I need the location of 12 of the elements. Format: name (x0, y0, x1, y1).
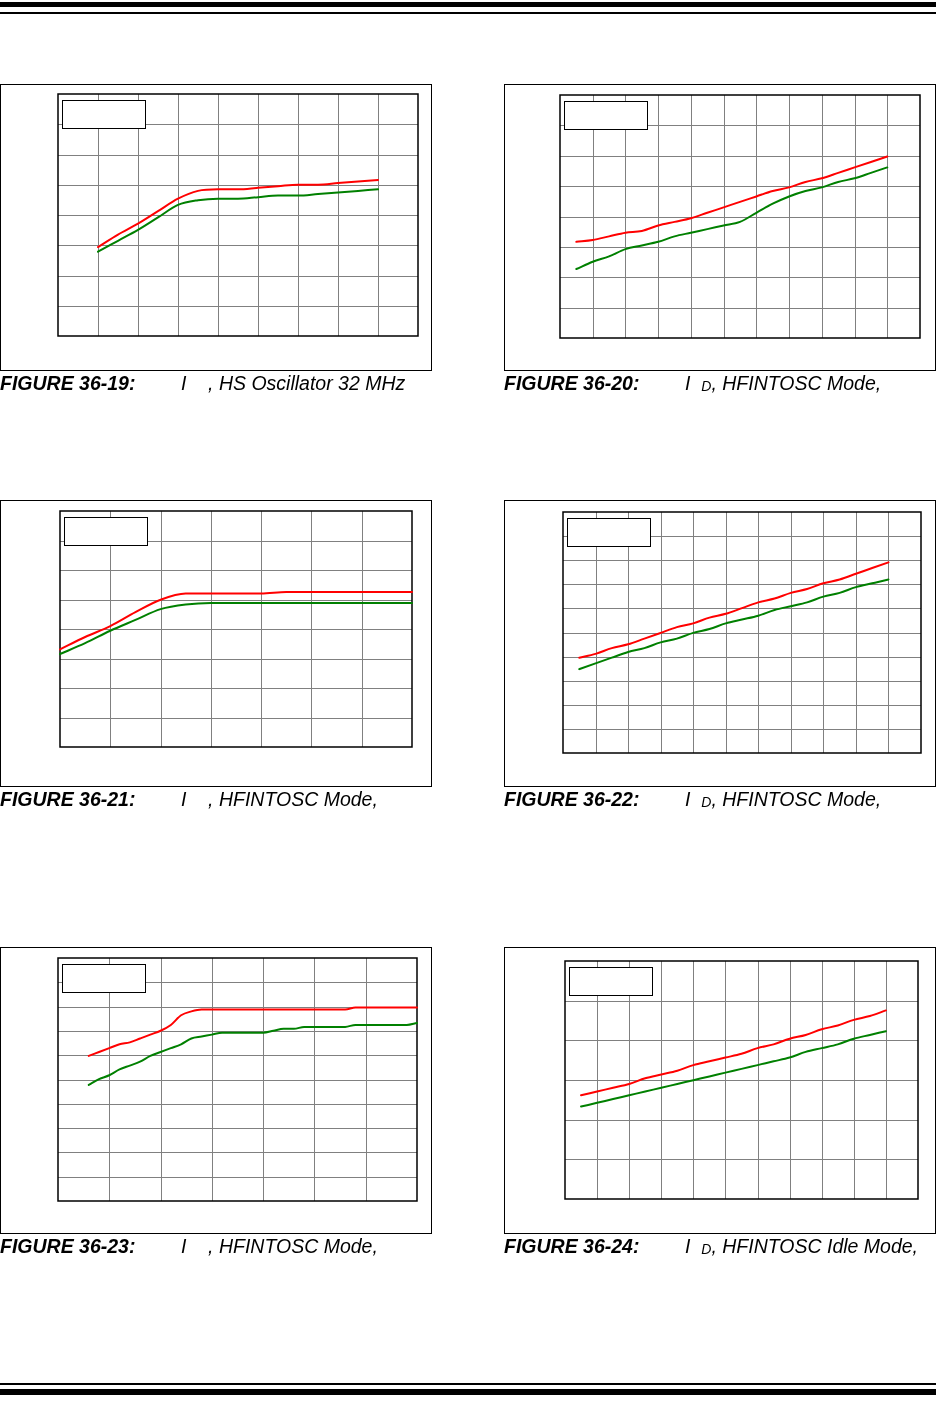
text: I $_{D}$, HFINTOSC Mode, (685, 788, 882, 810)
text: FIGURE 36-23: (0, 1235, 136, 1257)
text: FIGURE 36-22: (504, 788, 640, 810)
text: I , HS Oscillator 32 MHz (181, 372, 406, 394)
text: I $_{D}$, HFINTOSC Mode, (685, 372, 882, 394)
text: FIGURE 36-21: (0, 788, 136, 810)
text: I , HFINTOSC Mode, (181, 788, 378, 810)
text: FIGURE 36-24: (504, 1235, 640, 1257)
text: I $_{D}$, HFINTOSC Idle Mode, (685, 1235, 919, 1257)
text: FIGURE 36-20: (504, 372, 640, 394)
text: I , HFINTOSC Mode, (181, 1235, 378, 1257)
text: FIGURE 36-19: (0, 372, 136, 394)
